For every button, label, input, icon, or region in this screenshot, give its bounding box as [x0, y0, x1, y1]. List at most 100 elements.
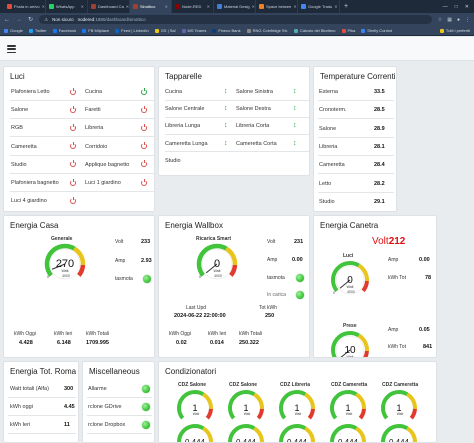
shutter-salone-centrale: Salone Centrale: [165, 106, 205, 113]
prese-gauge: 10Watt04000: [331, 331, 369, 357]
bookmark-pika[interactable]: Pika: [341, 28, 355, 33]
url-field[interactable]: ⚠ Non sicuro nodered:1880/dashboard/sino…: [39, 15, 432, 24]
cdz-gauge: 1 Watt: [226, 388, 266, 421]
minimize-icon[interactable]: —: [442, 3, 448, 10]
power-toggle-icon[interactable]: [141, 123, 147, 131]
bookmark-rng-coinfridge-str[interactable]: RNG Coinfridge Str.: [246, 28, 288, 33]
profile-icon[interactable]: ●: [456, 16, 460, 23]
shutter-studio: Studio: [165, 157, 181, 164]
cdz-label: CDZ Libreria: [280, 382, 311, 388]
reload-icon[interactable]: ↻: [28, 17, 34, 23]
bookmark-ms-teams[interactable]: MS Teams: [181, 28, 206, 33]
power-toggle-icon[interactable]: [141, 160, 147, 168]
bookmark-facebook[interactable]: Facebook: [52, 28, 76, 33]
roma-label-kwh-ieri: kWh Ieri: [10, 422, 31, 428]
power-toggle-icon[interactable]: [70, 123, 76, 131]
temp-label-letto: Letto: [319, 180, 332, 187]
cdz-energy-gauge-svg: 0.444: [228, 424, 264, 442]
wall-kwh-tot-label: kWh Totali: [239, 331, 262, 337]
tab-close-icon[interactable]: ✕: [251, 4, 255, 9]
power-toggle-icon[interactable]: [141, 142, 147, 150]
browser-tab[interactable]: Material Desig ✕: [214, 0, 256, 13]
power-toggle-icon[interactable]: [141, 87, 147, 95]
gauge-value: 1: [396, 403, 401, 413]
tab-close-icon[interactable]: ✕: [206, 4, 210, 9]
all-bookmarks[interactable]: Tutti i preferiti: [439, 28, 470, 33]
menu-icon[interactable]: ⋮: [465, 16, 470, 23]
shutter-libreria-lunga: Libreria Lunga: [165, 123, 201, 130]
tab-close-icon[interactable]: ✕: [293, 4, 297, 9]
forward-icon[interactable]: →: [16, 16, 22, 23]
tab-close-icon[interactable]: ✕: [164, 4, 168, 9]
power-toggle-icon[interactable]: [70, 105, 76, 113]
roma-value-kwh-oggi: 4.45: [64, 404, 75, 410]
browser-tab[interactable]: Space betwee ✕: [256, 0, 298, 13]
divider: [10, 136, 154, 138]
extensions-icon[interactable]: ▦: [447, 16, 452, 23]
browser-tab[interactable]: Google Tradu ✕: [298, 0, 340, 13]
tab-close-icon[interactable]: ✕: [125, 4, 130, 9]
shutter-up-down-icon[interactable]: ↕: [224, 139, 228, 147]
casa-amp-value: 2.93: [141, 258, 152, 264]
maximize-icon[interactable]: □: [454, 3, 458, 10]
shutter-up-down-icon[interactable]: ↕: [224, 105, 228, 113]
browser-tab[interactable]: Posta in arrivo ✕: [4, 0, 46, 13]
bookmark-google[interactable]: Google: [4, 28, 23, 33]
gauge-band: [253, 392, 264, 410]
gauge-needle: [51, 263, 66, 270]
bookmark-favicon-icon: [341, 28, 346, 33]
tab-close-icon[interactable]: ✕: [334, 4, 338, 9]
gauge-value: 1: [243, 403, 248, 413]
tab-list: Posta in arrivo ✕ WhatsApp ✕ Dashboard Ca ✕ Si…: [4, 0, 340, 13]
casa-kwh-ieri-label: kWh Ieri: [54, 331, 73, 337]
gauge-band: [304, 426, 315, 442]
gauge-min: 0: [47, 275, 49, 279]
energia-casa-title: Energia Casa: [10, 221, 59, 230]
gauge-band: [361, 280, 369, 293]
hamburger-menu-icon[interactable]: [7, 45, 16, 53]
browser-tab[interactable]: Sinottico ✕: [130, 0, 172, 13]
shutter-up-down-icon[interactable]: ↕: [224, 88, 228, 95]
power-toggle-icon[interactable]: [70, 142, 76, 150]
gauge-band: [406, 426, 417, 442]
shutter-up-down-icon[interactable]: ↕: [224, 122, 228, 130]
bookmark-shelly-control[interactable]: Shelly Control: [361, 28, 392, 33]
gauge-band: [307, 408, 315, 420]
power-toggle-icon[interactable]: [141, 105, 147, 113]
gauge-face: [386, 429, 412, 442]
back-icon[interactable]: ←: [4, 16, 10, 23]
shutter-up-down-icon[interactable]: ↕: [293, 105, 297, 113]
bookmark-feed-linkedin[interactable]: Feed | LinkedIn: [115, 28, 149, 33]
browser-tab[interactable]: Dashboard Ca ✕: [88, 0, 130, 13]
browser-tab[interactable]: WhatsApp ✕: [46, 0, 88, 13]
divider: [318, 100, 394, 101]
light-cameretta: Cameretta: [11, 143, 37, 150]
gauge-band: [409, 408, 417, 420]
power-toggle-icon[interactable]: [141, 178, 147, 186]
bookmark-fb-milplace[interactable]: FB Milplace: [82, 28, 109, 33]
wall-kwh-oggi-value: 0.02: [176, 340, 187, 346]
close-icon[interactable]: ✕: [464, 3, 469, 10]
divider: [10, 100, 154, 101]
bookmark-calcolo-del-bioritmo[interactable]: Calcolo del Bioritmo: [293, 28, 336, 33]
shutter-up-down-icon[interactable]: ↕: [293, 139, 297, 147]
bookmark-gs-sal[interactable]: GS | Sal: [154, 28, 176, 33]
power-toggle-icon[interactable]: [70, 87, 76, 95]
gauge-band: [406, 392, 417, 410]
shutter-up-down-icon[interactable]: ↕: [293, 88, 297, 95]
gauge-band: [224, 246, 238, 266]
power-toggle-icon[interactable]: [70, 196, 76, 204]
new-tab-button[interactable]: +: [344, 3, 349, 10]
gauge-face: [233, 395, 259, 421]
bookmark-fineco-bank[interactable]: Fineco Bank: [212, 28, 241, 33]
tab-close-icon[interactable]: ✕: [41, 4, 45, 9]
cdz-energy-gauge-svg: 0.444: [381, 424, 417, 442]
star-icon[interactable]: ☆: [437, 16, 443, 23]
browser-tab[interactable]: Node-RED ✕: [172, 0, 214, 13]
bookmark-twitter[interactable]: Twitter: [28, 28, 47, 33]
tab-close-icon[interactable]: ✕: [80, 4, 84, 9]
wall-volt-label: Volt: [267, 239, 276, 245]
shutter-up-down-icon[interactable]: ↕: [293, 122, 297, 130]
power-toggle-icon[interactable]: [70, 178, 76, 186]
power-toggle-icon[interactable]: [70, 160, 76, 168]
